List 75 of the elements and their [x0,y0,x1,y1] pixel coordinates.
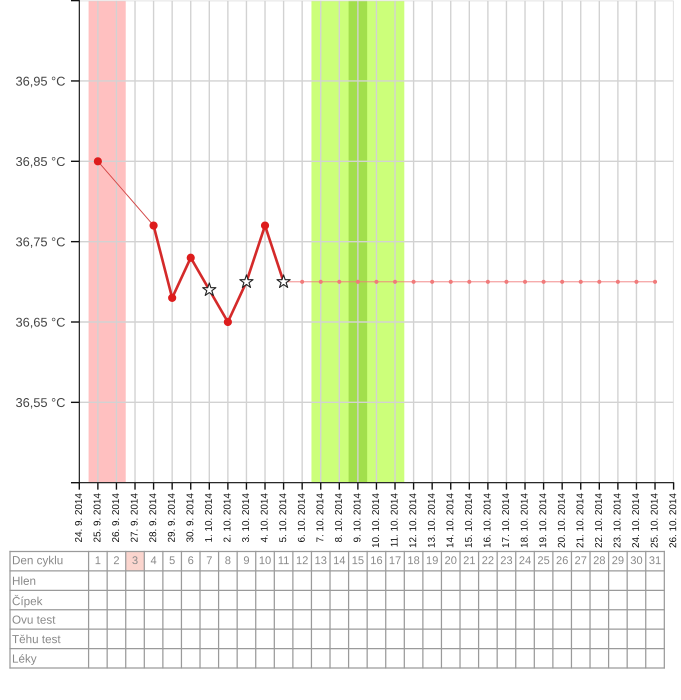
x-tick-label: 21 [464,556,475,564]
x-tick-label: 3. 10. 2014 [242,493,250,542]
y-tick-label: 36,75 °C [16,237,65,248]
x-tick-label: 22 [482,556,494,564]
x-tick-label: 18 [408,556,420,564]
x-tick-label: 7. 10. 2014 [316,493,324,542]
x-tick-label: 23. 10. 2014 [614,493,621,548]
x-tick-label: 29 [612,556,624,564]
x-tick-label: 6 [188,556,194,564]
x-tick-label: 8. 10. 2014 [334,493,342,542]
x-tick-label: 1. 10. 2014 [204,493,212,542]
x-tick-label: 2. 10. 2014 [224,493,231,542]
x-tick-label: 4 [150,556,156,564]
x-tick-label: 18. 10. 2014 [520,493,528,548]
x-tick-label: 25 [538,556,550,564]
x-tick-label: 19. 10. 2014 [539,493,546,548]
x-tick-label: 26. 10. 2014 [669,493,676,548]
x-tick-label: 11. 10. 2014 [390,493,398,546]
y-tick-label: Léky [12,654,37,666]
y-tick-label: 36,55 °C [16,398,65,409]
x-tick-label: 14. 10. 2014 [446,493,454,548]
x-tick-label: 28. 9. 2014 [149,493,156,542]
x-tick-label: 14 [334,556,346,564]
x-tick-label: 9. 10. 2014 [354,493,361,542]
y-tick-label: Čípek [12,594,42,608]
x-tick-label: 31 [649,556,661,564]
x-tick-label: 26 [556,556,568,564]
x-tick-label: 6. 10. 2014 [298,493,305,542]
x-tick-label: 7 [206,556,212,564]
x-axis-title: Den cyklu [12,556,62,567]
x-tick-label: 27 [575,556,586,564]
y-tick-label: Ovu test [12,616,56,624]
x-tick-label: 30 [630,556,642,564]
x-tick-label: 12 [296,556,308,564]
x-tick-label: 12. 10. 2014 [409,493,416,548]
y-tick-label: 36,65 °C [16,318,65,328]
x-tick-label: 3 [132,556,138,564]
x-tick-label: 25. 10. 2014 [650,493,658,548]
x-tick-label: 9 [244,556,250,564]
x-tick-label: 13. 10. 2014 [428,493,435,548]
x-tick-label: 24. 9. 2014 [74,493,82,542]
y-tick-label: 36,95 °C [16,76,65,88]
x-tick-label: 16 [371,556,382,564]
x-tick-label: 20 [445,556,456,564]
x-tick-label: 22. 10. 2014 [594,493,602,548]
y-tick-label: 36,85 °C [16,157,65,168]
x-tick-label: 5. 10. 2014 [279,493,286,542]
x-tick-label: 4. 10. 2014 [260,493,268,542]
x-tick-label: 15. 10. 2014 [464,493,472,548]
x-tick-label: 5 [170,556,175,564]
x-tick-label: 13 [315,556,326,564]
x-tick-label: 10. 10. 2014 [372,493,380,548]
x-tick-label: 2 [114,556,119,564]
x-tick-label: 17. 10. 2014 [502,493,510,548]
x-tick-label: 10 [260,556,271,564]
x-tick-label: 23 [500,556,512,564]
x-tick-label: 17 [390,556,401,564]
y-tick-label: Těhu test [12,634,61,644]
x-tick-label: 25. 9. 2014 [94,493,101,542]
x-tick-label: 1 [96,556,100,564]
y-tick-label: Hlen [12,576,36,585]
x-tick-label: 19 [426,556,438,564]
x-tick-label: 29. 9. 2014 [168,493,175,542]
x-tick-label: 28 [594,556,606,564]
x-tick-label: 26. 9. 2014 [112,493,120,542]
x-tick-label: 24 [519,556,531,564]
x-tick-label: 8 [225,556,230,564]
x-tick-label: 16. 10. 2014 [484,493,491,548]
x-tick-label: 20. 10. 2014 [558,493,565,548]
x-tick-label: 27. 9. 2014 [130,493,138,542]
x-tick-label: 21. 10. 2014 [576,493,584,548]
x-tick-label: 15 [352,556,364,564]
x-tick-label: 30. 9. 2014 [186,493,194,542]
x-tick-label: 24. 10. 2014 [632,493,640,548]
x-tick-label: 11 [278,556,289,564]
